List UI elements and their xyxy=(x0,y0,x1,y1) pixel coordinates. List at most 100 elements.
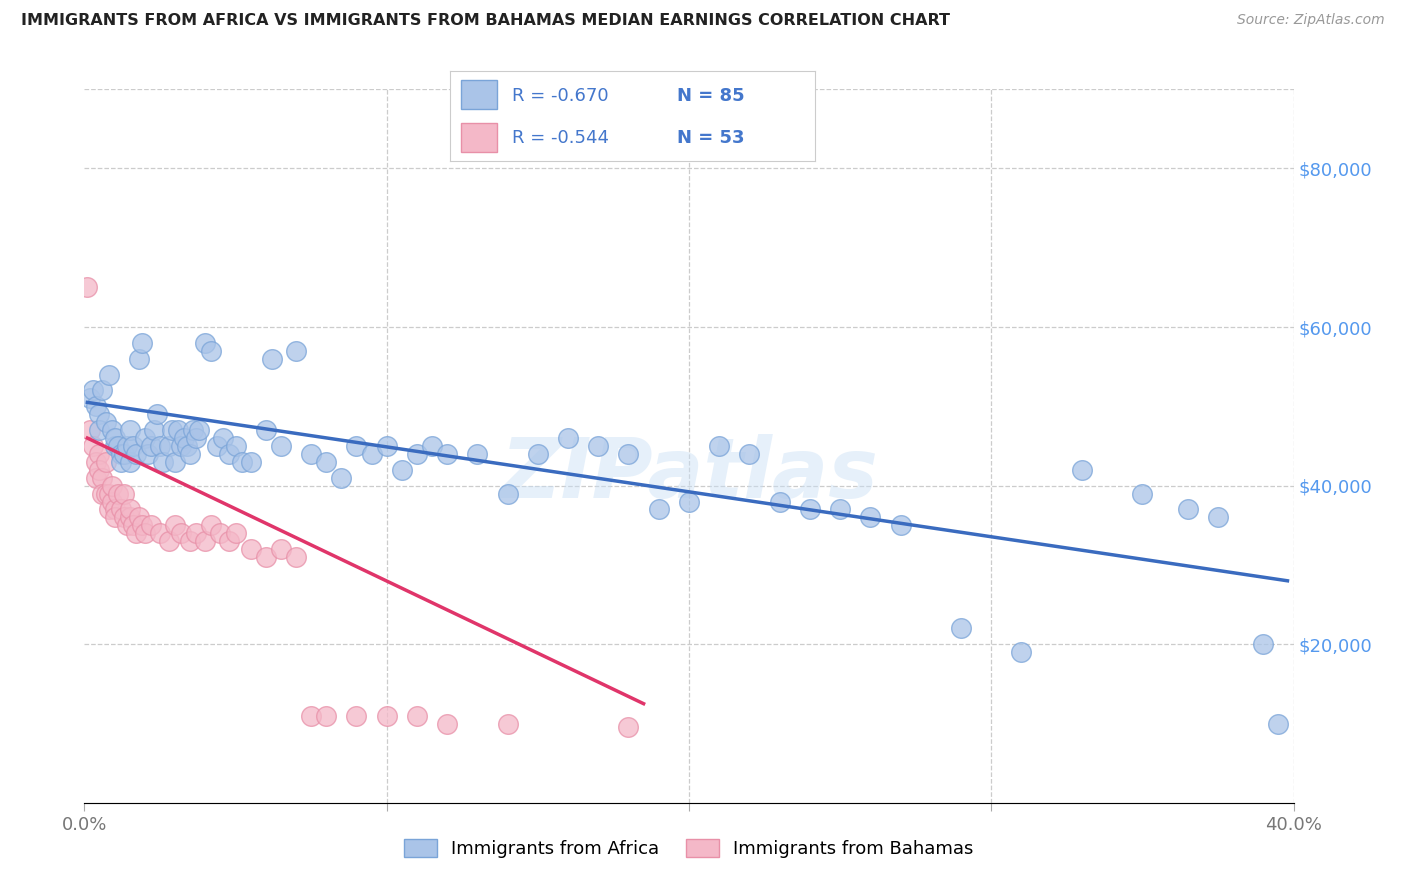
Point xyxy=(79,392,101,406)
Text: R = -0.670: R = -0.670 xyxy=(512,87,609,105)
Point xyxy=(76,280,98,294)
Point xyxy=(207,439,229,453)
Point xyxy=(709,439,731,453)
Point xyxy=(738,447,761,461)
Point xyxy=(299,708,322,723)
Point xyxy=(107,439,129,453)
Text: R = -0.544: R = -0.544 xyxy=(512,129,609,147)
Legend: Immigrants from Africa, Immigrants from Bahamas: Immigrants from Africa, Immigrants from … xyxy=(396,831,981,865)
Point xyxy=(152,455,174,469)
Point xyxy=(406,447,429,461)
Point xyxy=(173,431,195,445)
Point xyxy=(121,518,143,533)
Point xyxy=(139,439,162,453)
Point xyxy=(527,447,550,461)
Point xyxy=(86,400,108,414)
Point xyxy=(112,447,135,461)
Text: N = 85: N = 85 xyxy=(676,87,744,105)
Point xyxy=(97,486,120,500)
Point xyxy=(254,423,277,437)
Point xyxy=(91,486,114,500)
Point xyxy=(285,343,308,358)
Point xyxy=(125,526,148,541)
Point xyxy=(617,447,640,461)
FancyBboxPatch shape xyxy=(461,123,498,152)
Point xyxy=(107,486,129,500)
Point xyxy=(194,534,217,549)
Point xyxy=(170,526,193,541)
Point xyxy=(200,343,222,358)
Point xyxy=(136,447,159,461)
Point xyxy=(181,423,204,437)
Point xyxy=(346,708,368,723)
Point xyxy=(617,721,640,735)
Point xyxy=(128,510,150,524)
Point xyxy=(678,494,700,508)
Point xyxy=(194,335,217,350)
Point xyxy=(859,510,882,524)
Point xyxy=(179,534,201,549)
Point xyxy=(131,518,153,533)
Point xyxy=(110,455,132,469)
Point xyxy=(104,431,127,445)
Point xyxy=(115,518,138,533)
Point xyxy=(1267,716,1289,731)
Point xyxy=(89,463,111,477)
Text: ZIPatlas: ZIPatlas xyxy=(501,434,877,515)
Point xyxy=(100,423,122,437)
Point xyxy=(79,423,101,437)
Point xyxy=(260,351,283,366)
FancyBboxPatch shape xyxy=(461,80,498,109)
Point xyxy=(100,494,122,508)
Point xyxy=(648,502,671,516)
Point xyxy=(176,439,198,453)
Point xyxy=(118,510,141,524)
Point xyxy=(225,439,247,453)
Point xyxy=(125,447,148,461)
Point xyxy=(254,549,277,564)
Point xyxy=(86,471,108,485)
Point xyxy=(104,439,127,453)
Text: N = 53: N = 53 xyxy=(676,129,744,147)
Point xyxy=(160,423,183,437)
Point xyxy=(115,439,138,453)
Point xyxy=(391,463,413,477)
Point xyxy=(799,502,821,516)
Point xyxy=(142,423,165,437)
Point xyxy=(186,431,208,445)
Point xyxy=(496,486,519,500)
Point xyxy=(1071,463,1094,477)
Point xyxy=(91,384,114,398)
Point xyxy=(94,455,117,469)
Point xyxy=(200,518,222,533)
Point xyxy=(146,407,169,421)
Point xyxy=(239,542,262,557)
Point xyxy=(188,423,211,437)
Point xyxy=(496,716,519,731)
Point xyxy=(1177,502,1199,516)
Point xyxy=(588,439,610,453)
Point xyxy=(91,471,114,485)
Point xyxy=(157,534,180,549)
Point xyxy=(209,526,232,541)
Point xyxy=(225,526,247,541)
Point xyxy=(110,447,132,461)
Point xyxy=(218,534,240,549)
Point xyxy=(112,486,135,500)
Point xyxy=(118,423,141,437)
Text: Source: ZipAtlas.com: Source: ZipAtlas.com xyxy=(1237,13,1385,28)
Point xyxy=(557,431,579,445)
Point xyxy=(406,708,429,723)
Point xyxy=(104,502,127,516)
Point xyxy=(830,502,852,516)
Point xyxy=(1130,486,1153,500)
Point xyxy=(118,455,141,469)
Point xyxy=(270,542,292,557)
Point xyxy=(1253,637,1275,651)
Point xyxy=(134,431,156,445)
Point xyxy=(97,368,120,382)
Point xyxy=(467,447,489,461)
Point xyxy=(346,439,368,453)
Point xyxy=(360,447,382,461)
Point xyxy=(89,407,111,421)
